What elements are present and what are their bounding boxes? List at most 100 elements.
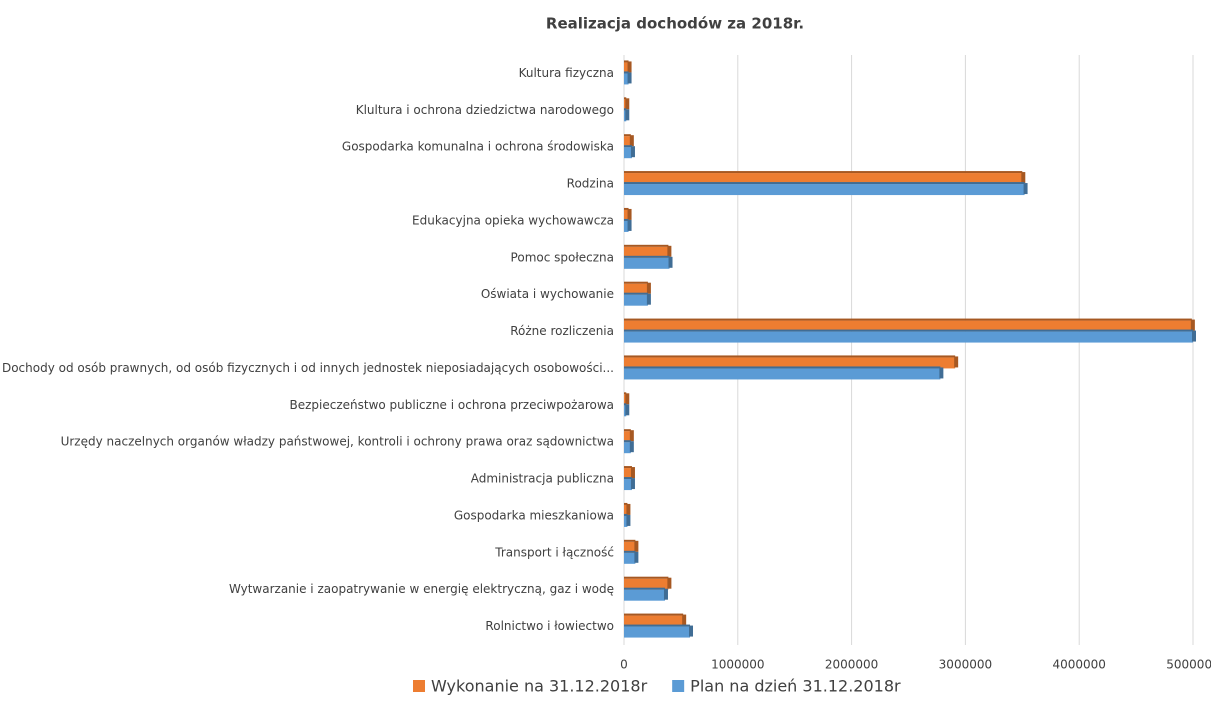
bar-top [624, 550, 636, 553]
bar [624, 136, 631, 148]
y-tick-label: Klultura i ochrona dziedzictwa narodoweg… [356, 103, 614, 117]
bar-depth [625, 98, 630, 110]
bar-top [624, 355, 956, 358]
bar-top [624, 207, 629, 210]
bar-depth [627, 219, 632, 231]
y-tick-label: Edukacyjna opieka wychowawcza [412, 213, 614, 227]
legend-swatch [672, 680, 685, 692]
y-tick-label: Administracja publiczna [471, 472, 614, 486]
bar-top [624, 171, 1023, 174]
x-tick-label: 2000000 [825, 658, 878, 672]
bar-top [624, 366, 941, 369]
bar [624, 405, 627, 417]
bar-top [624, 539, 636, 542]
bar-top [624, 255, 670, 258]
bar-depth [634, 540, 639, 552]
bar-top [624, 108, 627, 111]
bar-depth [663, 588, 668, 600]
bar-top [624, 134, 631, 137]
bar-depth [630, 478, 635, 490]
bar [624, 552, 636, 564]
bar-depth [646, 282, 651, 294]
bar-depth [667, 577, 672, 589]
chart-title: Realizacja dochodów za 2018r. [546, 15, 804, 33]
bar-depth [1023, 183, 1028, 195]
bar-depth [629, 430, 634, 442]
legend-label: Wykonanie na 31.12.2018r [431, 677, 648, 696]
bar-depth [939, 367, 944, 379]
bar-top [624, 613, 684, 616]
bar [624, 504, 628, 516]
bar-depth [626, 503, 631, 515]
bar-depth [629, 441, 634, 453]
bar [624, 394, 627, 406]
bar-depth [627, 72, 632, 84]
bar-top [624, 477, 632, 480]
bar-top [624, 502, 628, 505]
bar-top [624, 244, 669, 247]
bar [624, 515, 628, 527]
bar-top [624, 587, 665, 590]
bar [624, 73, 629, 85]
bar [624, 99, 627, 111]
bar [624, 283, 648, 295]
bar [624, 368, 941, 380]
bar [624, 357, 956, 369]
bar-depth [625, 109, 630, 121]
bar-depth [954, 356, 959, 368]
y-tick-label: Bezpieczeństwo publiczne i ochrona przec… [289, 398, 614, 412]
y-tick-label: Transport i łączność [494, 545, 614, 559]
y-tick-label: Różne rozliczenia [510, 324, 614, 338]
bar-depth [634, 551, 639, 563]
bar [624, 257, 670, 269]
bar-depth [682, 614, 687, 626]
bar [624, 173, 1023, 185]
bar-top [624, 329, 1193, 332]
bar [624, 320, 1192, 332]
y-tick-label: Kultura fizyczna [519, 66, 614, 80]
bar [624, 541, 636, 553]
bar-depth [667, 245, 672, 257]
y-tick-label: Gospodarka mieszkaniowa [454, 508, 614, 522]
x-tick-label: 0 [620, 658, 628, 672]
y-tick-label: Pomoc społeczna [511, 250, 614, 264]
bar-top [624, 403, 627, 406]
bar-top [624, 392, 627, 395]
bar [624, 110, 627, 122]
bar [624, 294, 648, 306]
bar-top [624, 576, 669, 579]
bar-depth [689, 625, 694, 637]
legend-label: Plan na dzień 31.12.2018r [690, 677, 901, 696]
bar [624, 615, 684, 627]
bar-top [624, 60, 629, 63]
bar-top [624, 218, 629, 221]
bar [624, 468, 632, 480]
bar-depth [626, 514, 631, 526]
bar-depth [629, 135, 634, 147]
bar-depth [646, 293, 651, 305]
bar-depth [627, 208, 632, 220]
bar [624, 431, 631, 443]
bar [624, 246, 669, 258]
legend-swatch [413, 680, 425, 692]
bar-top [624, 281, 648, 284]
bar-depth [625, 404, 630, 416]
bar-top [624, 318, 1192, 321]
bar-top [624, 513, 628, 516]
y-tick-label: Oświata i wychowanie [481, 287, 614, 301]
bar [624, 442, 631, 454]
bar-depth [1190, 319, 1195, 331]
bar-depth [1021, 172, 1026, 184]
bar-top [624, 429, 631, 432]
y-tick-label: Dochody od osób prawnych, od osób fizycz… [2, 361, 614, 375]
x-tick-label: 5000000 [1166, 658, 1211, 672]
bar-top [624, 182, 1025, 185]
bar [624, 220, 629, 232]
bar-top [624, 466, 632, 469]
x-tick-label: 1000000 [711, 658, 764, 672]
y-tick-label: Urzędy naczelnych organów władzy państwo… [61, 435, 614, 449]
bar [624, 184, 1025, 196]
bar-depth [668, 256, 673, 268]
